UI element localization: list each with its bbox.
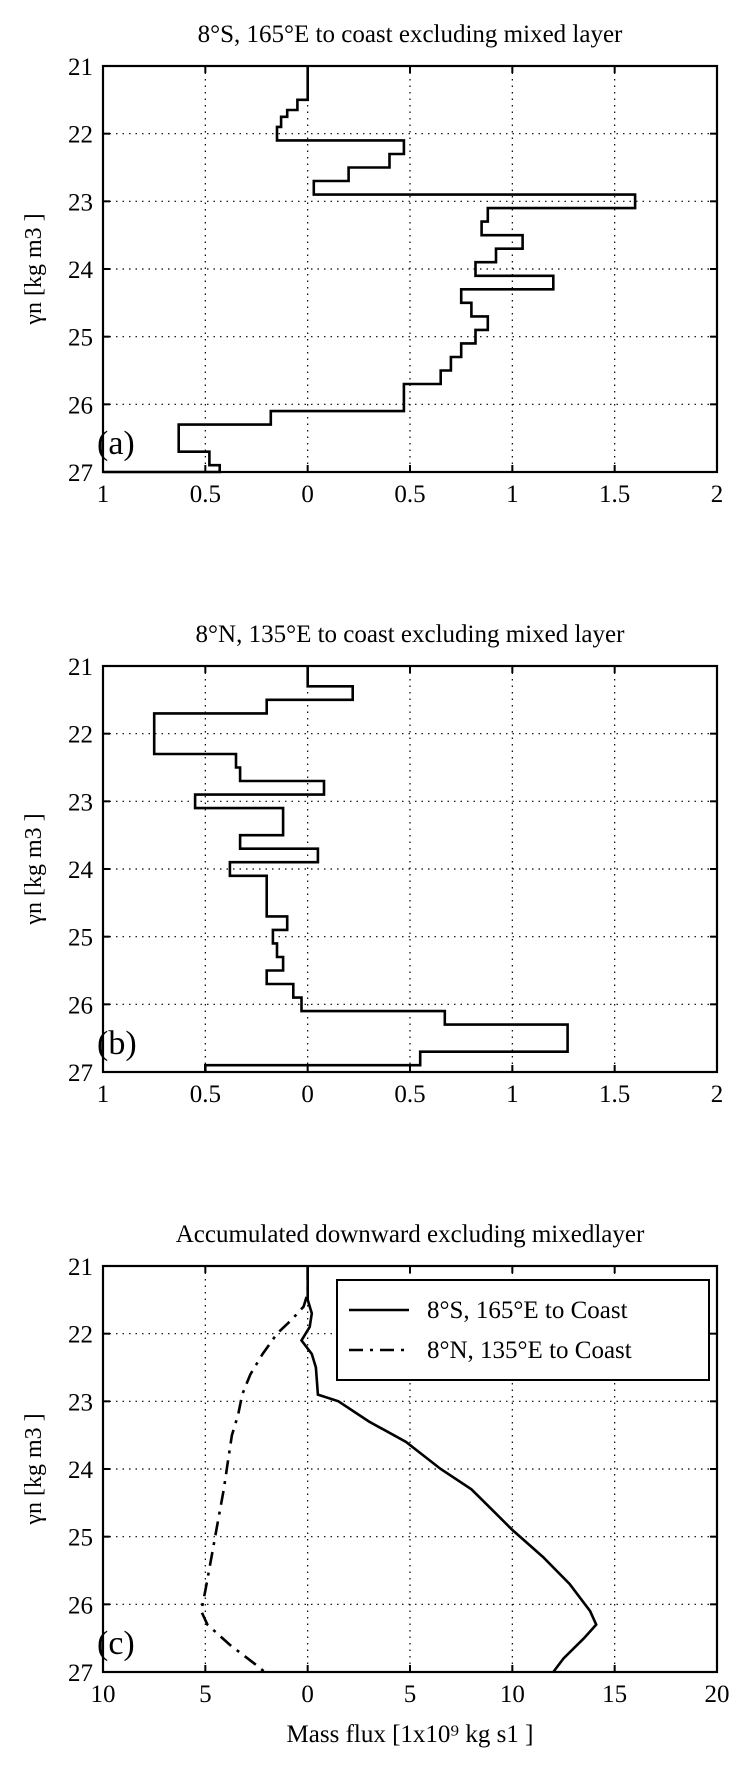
y-tick-label: 26	[68, 992, 93, 1019]
x-tick-label: 1.5	[599, 1081, 630, 1108]
panel-label: (b)	[97, 1025, 137, 1062]
x-tick-label: 10	[91, 1681, 116, 1708]
series-line-1	[152, 666, 569, 1072]
x-tick-label: 5	[404, 1681, 417, 1708]
y-tick-label: 25	[68, 325, 93, 352]
y-axis-label: γn [kg m3 ]	[21, 213, 47, 325]
y-tick-label: 22	[68, 722, 93, 749]
panel-label: (a)	[97, 425, 135, 462]
panel-b: 8°N, 135°E to coast excluding mixed laye…	[21, 621, 723, 1108]
y-tick-label: 21	[68, 1254, 93, 1281]
y-tick-label: 25	[68, 925, 93, 952]
legend-box	[336, 1279, 710, 1381]
x-tick-label: 2	[711, 481, 724, 508]
y-axis-label: γn [kg m3 ]	[21, 1413, 47, 1525]
x-tick-label: 10	[500, 1681, 525, 1708]
x-tick-label: 0.5	[394, 1081, 425, 1108]
y-tick-label: 24	[68, 257, 94, 284]
y-tick-label: 21	[68, 654, 93, 681]
x-tick-label: 1	[506, 1081, 519, 1108]
x-tick-label: 1.5	[599, 481, 630, 508]
y-tick-label: 21	[68, 54, 93, 81]
y-tick-label: 27	[68, 460, 93, 487]
x-axis-label: Mass flux [1x10⁹ kg s1 ]	[287, 1721, 534, 1748]
y-axis-label: γn [kg m3 ]	[21, 813, 47, 925]
x-tick-label: 0	[301, 481, 314, 508]
chart-title: 8°S, 165°E to coast excluding mixed laye…	[198, 21, 623, 48]
x-tick-label: 2	[711, 1081, 724, 1108]
y-tick-label: 23	[68, 189, 93, 216]
x-tick-label: 1	[506, 481, 519, 508]
panel-a: 8°S, 165°E to coast excluding mixed laye…	[21, 21, 723, 508]
x-tick-label: 0.5	[394, 481, 425, 508]
x-tick-label: 1	[97, 481, 110, 508]
y-tick-label: 25	[68, 1525, 93, 1552]
y-tick-label: 24	[68, 1457, 94, 1484]
x-tick-label: 1	[97, 1081, 110, 1108]
x-tick-label: 20	[705, 1681, 730, 1708]
y-tick-label: 23	[68, 789, 93, 816]
legend-label-2: 8°N, 135°E to Coast	[427, 1337, 632, 1364]
x-tick-label: 0.5	[190, 1081, 221, 1108]
chart-title: Accumulated downward excluding mixedlaye…	[176, 1221, 645, 1248]
y-tick-label: 24	[68, 857, 94, 884]
legend-label-1: 8°S, 165°E to Coast	[427, 1297, 628, 1324]
x-tick-label: 0.5	[190, 481, 221, 508]
y-tick-label: 23	[68, 1389, 93, 1416]
y-tick-label: 26	[68, 1592, 93, 1619]
y-tick-label: 22	[68, 122, 93, 149]
x-tick-label: 0	[301, 1081, 314, 1108]
y-tick-label: 27	[68, 1060, 93, 1087]
series-line-1	[103, 66, 637, 474]
y-tick-label: 27	[68, 1660, 93, 1687]
panel-c: Accumulated downward excluding mixedlaye…	[21, 1221, 730, 1748]
chart-title: 8°N, 135°E to coast excluding mixed laye…	[196, 621, 626, 648]
x-tick-label: 5	[199, 1681, 212, 1708]
y-tick-label: 22	[68, 1322, 93, 1349]
series-line-2	[199, 1266, 309, 1674]
panel-label: (c)	[97, 1625, 135, 1662]
x-tick-label: 15	[602, 1681, 627, 1708]
series-line-1	[299, 1266, 598, 1673]
x-tick-label: 0	[301, 1681, 314, 1708]
y-tick-label: 26	[68, 392, 93, 419]
